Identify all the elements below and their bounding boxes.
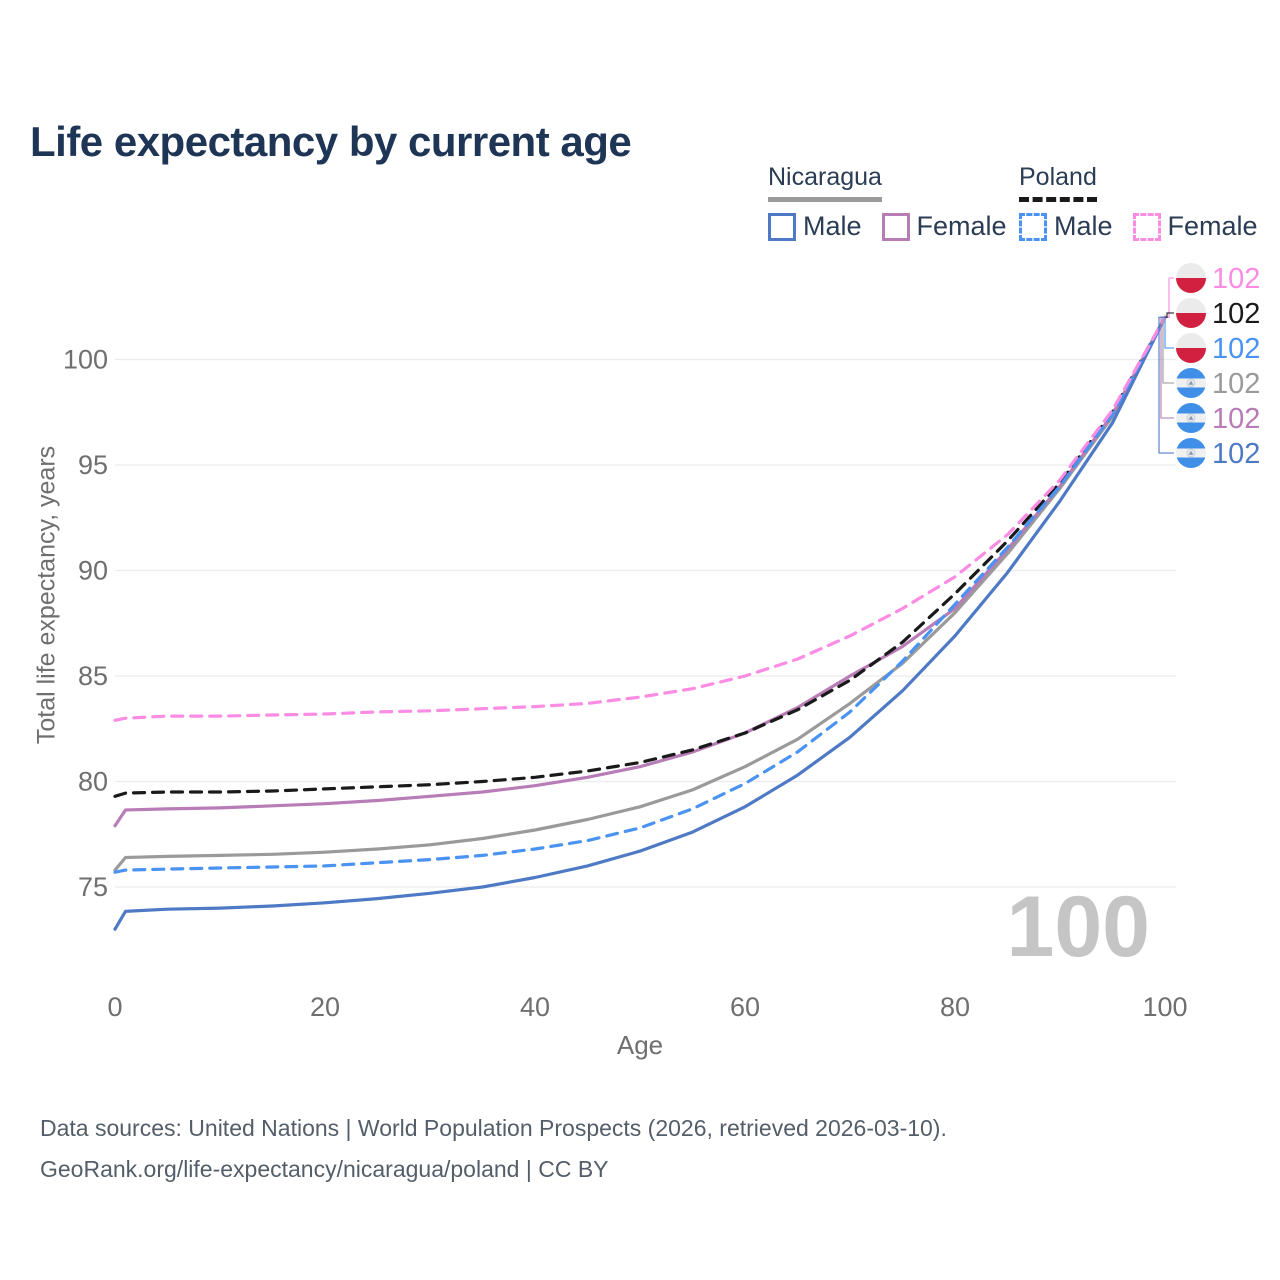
end-label-value-nicaragua-both: 102	[1212, 368, 1260, 400]
legend-item-nicaragua-female[interactable]: Female	[881, 211, 1007, 242]
nicaragua-flag-icon	[1176, 368, 1206, 398]
nicaragua-flag-icon	[1176, 403, 1206, 433]
end-label-value-poland-female: 102	[1212, 263, 1260, 295]
series-line-nicaragua-both[interactable]	[113, 315, 1167, 872]
legend-item-poland-male[interactable]: Male	[1019, 211, 1113, 242]
footer: Data sources: United Nations | World Pop…	[40, 1108, 947, 1190]
legend-country-poland[interactable]: Poland	[1019, 163, 1097, 202]
series-line-poland-male[interactable]	[113, 315, 1167, 874]
footer-data-sources: Data sources: United Nations | World Pop…	[40, 1115, 947, 1141]
age-indicator-watermark: 100	[1006, 879, 1151, 975]
end-label-leader-poland-female	[1165, 277, 1174, 318]
footer-attribution-link: GeoRank.org/life-expectancy/nicaragua/po…	[40, 1156, 609, 1182]
x-axis-label: Age	[616, 1030, 664, 1060]
legend: Nicaragua Male Female Poland Male Female	[0, 0, 1280, 250]
y-tick-label-95: 95	[78, 450, 108, 480]
nicaragua-male-swatch-icon	[768, 212, 796, 241]
nicaragua-flag-icon	[1176, 438, 1206, 468]
legend-group-nicaragua: Nicaragua Male Female	[768, 163, 1007, 242]
legend-item-poland-female[interactable]: Female	[1132, 211, 1258, 242]
x-tick-label-60: 60	[730, 992, 760, 1022]
nicaragua-female-swatch-icon	[881, 212, 910, 241]
y-tick-label-90: 90	[78, 556, 108, 586]
x-tick-label-80: 80	[940, 992, 970, 1022]
x-tick-label-100: 100	[1142, 992, 1187, 1022]
legend-item-label: Male	[1054, 211, 1113, 241]
y-tick-label-75: 75	[78, 872, 108, 902]
y-tick-label-80: 80	[78, 767, 108, 797]
legend-country-nicaragua[interactable]: Nicaragua	[768, 163, 882, 202]
y-tick-label-100: 100	[63, 345, 108, 375]
poland-flag-icon	[1176, 263, 1206, 293]
x-tick-label-20: 20	[310, 992, 340, 1022]
poland-female-swatch-icon	[1132, 212, 1161, 241]
x-tick-label-0: 0	[107, 992, 122, 1022]
poland-flag-icon	[1176, 298, 1206, 328]
series-line-poland-both[interactable]	[113, 315, 1167, 798]
poland-male-swatch-icon	[1019, 212, 1047, 241]
series-line-nicaragua-male[interactable]	[113, 315, 1167, 931]
page-title: Life expectancy by current age	[30, 118, 632, 166]
legend-group-poland: Poland Male Female	[1019, 163, 1258, 242]
end-label-value-nicaragua-female: 102	[1212, 403, 1260, 435]
end-label-value-poland-male: 102	[1212, 333, 1260, 365]
end-label-leader-poland-male	[1164, 317, 1174, 349]
legend-item-nicaragua-male[interactable]: Male	[768, 211, 862, 242]
end-label-value-nicaragua-male: 102	[1212, 438, 1260, 470]
x-tick-label-40: 40	[520, 992, 550, 1022]
y-tick-label-85: 85	[78, 661, 108, 691]
y-axis-label: Total life expectancy, years	[32, 445, 61, 745]
end-label-value-poland-both: 102	[1212, 298, 1260, 330]
series-line-nicaragua-female[interactable]	[113, 315, 1167, 828]
series-line-poland-female[interactable]	[113, 315, 1167, 722]
end-label-leader-nicaragua-male	[1158, 316, 1174, 454]
legend-item-label: Male	[803, 211, 862, 241]
legend-item-label: Female	[916, 211, 1007, 241]
poland-flag-icon	[1176, 333, 1206, 363]
end-label-leader-poland-both	[1165, 312, 1174, 318]
legend-item-label: Female	[1167, 211, 1258, 241]
